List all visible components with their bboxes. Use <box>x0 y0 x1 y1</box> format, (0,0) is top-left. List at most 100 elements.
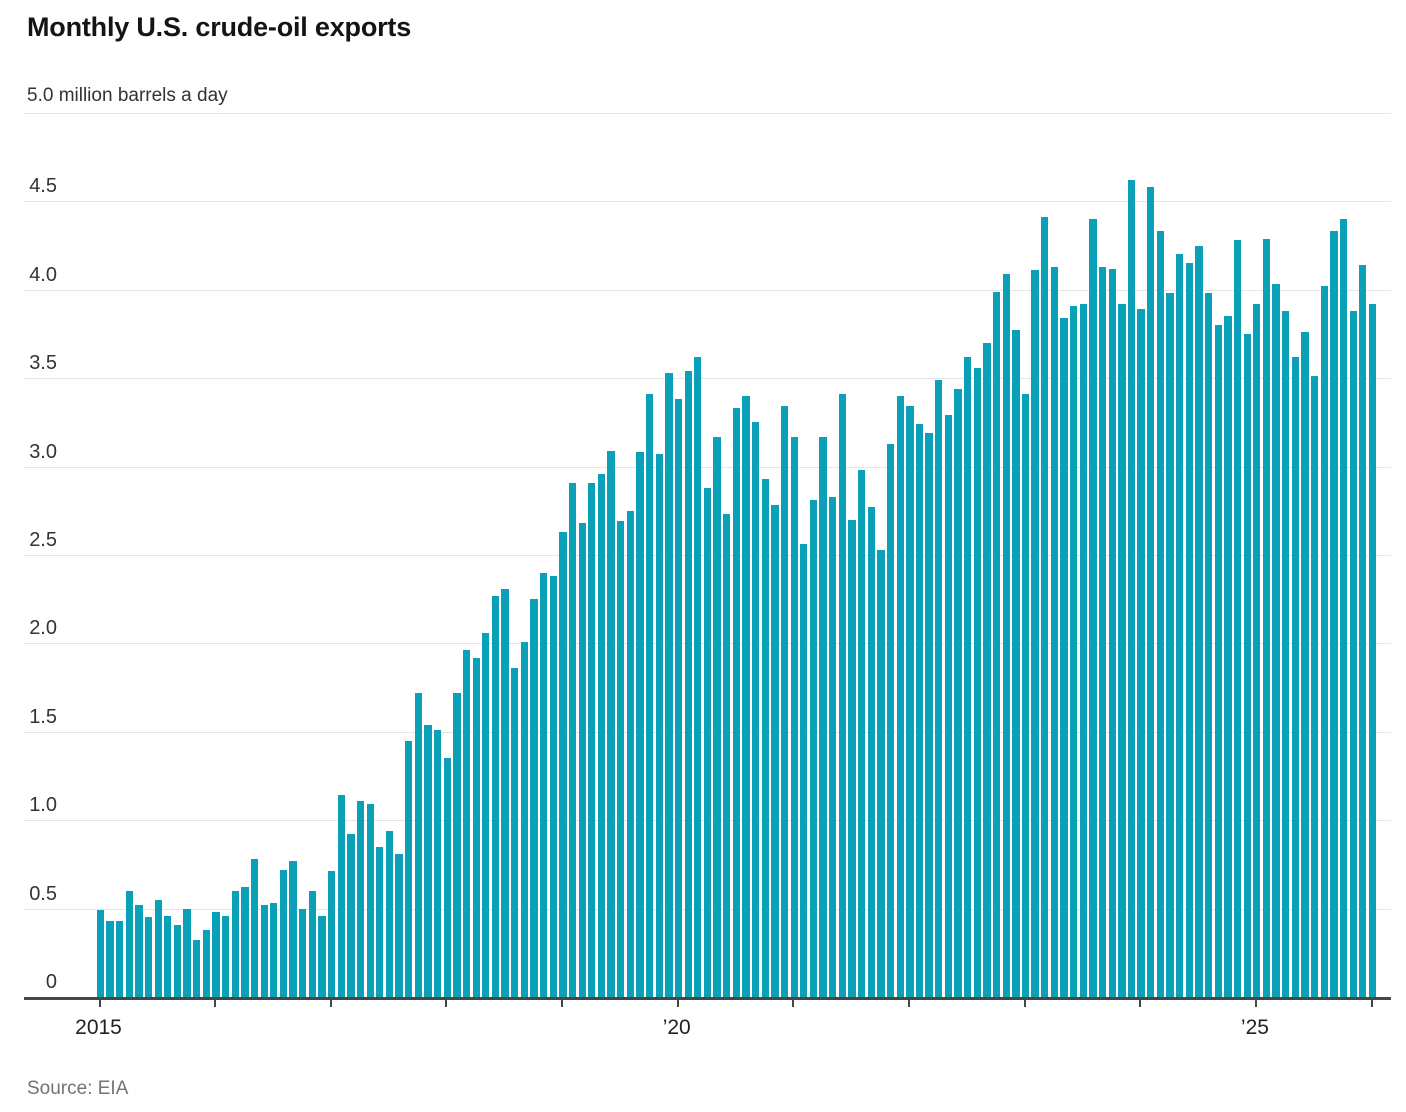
y-axis-tick-label-1.0: 1.0 <box>29 794 57 817</box>
y-axis-tick-label-3.5: 3.5 <box>29 352 57 375</box>
gridline-4.0 <box>24 289 1391 291</box>
bar-2018-09 <box>520 641 529 997</box>
bar-2021-12 <box>896 395 904 997</box>
x-axis-label-2015: 2015 <box>75 1016 122 1039</box>
y-axis-tick-label-2.0: 2.0 <box>29 617 57 640</box>
bar-2025-10 <box>1339 219 1348 997</box>
bar-2020-08 <box>742 395 750 997</box>
bar-2016-01 <box>212 912 220 997</box>
x-axis-tick-year-5 <box>676 998 679 1007</box>
x-axis-tick-year-1 <box>214 998 217 1007</box>
bar-2020-04 <box>703 487 712 997</box>
bar-2022-12 <box>1012 330 1020 997</box>
bar-2023-08 <box>1089 219 1097 997</box>
bar-2022-04 <box>935 379 943 997</box>
bar-2018-07 <box>501 588 509 997</box>
bar-2023-02 <box>1031 270 1039 997</box>
bar-2016-04 <box>241 887 249 997</box>
bar-2022-07 <box>964 356 972 997</box>
bar-2019-07 <box>617 521 625 997</box>
bar-2024-05 <box>1176 254 1184 997</box>
page-title: Monthly U.S. crude-oil exports <box>27 12 412 42</box>
bar-2015-06 <box>144 917 153 997</box>
bar-2024-03 <box>1156 231 1165 997</box>
bar-2018-10 <box>530 599 538 997</box>
bar-2024-10 <box>1224 316 1232 997</box>
bar-2020-11 <box>771 505 779 997</box>
bar-2018-02 <box>453 692 461 997</box>
bar-2017-05 <box>366 804 374 997</box>
bar-2021-08 <box>858 470 866 997</box>
x-axis-line <box>24 997 1391 1000</box>
bar-2020-10 <box>761 478 769 997</box>
bar-2026-01 <box>1368 303 1377 997</box>
bar-2025-06 <box>1301 332 1309 997</box>
bar-2017-09 <box>405 740 413 997</box>
bar-2024-12 <box>1243 334 1251 997</box>
bar-2018-03 <box>462 650 471 997</box>
bar-2016-09 <box>289 860 297 997</box>
bar-2019-08 <box>626 510 635 997</box>
bar-2023-01 <box>1021 394 1030 997</box>
bar-2025-07 <box>1310 376 1319 997</box>
source-note: Source: EIA <box>27 1078 129 1099</box>
bar-2021-04 <box>819 436 827 997</box>
bar-2018-04 <box>472 657 480 997</box>
y-axis-unit-label: 5.0 million barrels a day <box>27 85 228 106</box>
bar-2024-02 <box>1147 187 1155 997</box>
bar-2022-02 <box>915 424 924 997</box>
bar-2022-11 <box>1002 273 1010 997</box>
bar-2025-12 <box>1359 265 1367 997</box>
bar-2025-03 <box>1272 284 1280 997</box>
x-axis-tick-year-8 <box>1023 998 1026 1007</box>
bar-2023-06 <box>1070 305 1078 997</box>
bar-2021-09 <box>867 507 875 997</box>
bar-2021-03 <box>809 500 818 997</box>
bar-2025-09 <box>1330 231 1338 997</box>
bar-2021-07 <box>848 519 856 997</box>
bar-2018-05 <box>482 632 490 997</box>
bar-2015-02 <box>106 920 114 997</box>
bar-2020-09 <box>752 422 760 997</box>
bar-2015-09 <box>173 924 182 997</box>
bar-2025-01 <box>1253 303 1261 997</box>
bar-2019-12 <box>665 372 673 997</box>
bar-2023-09 <box>1098 266 1107 997</box>
bar-2020-05 <box>713 436 721 997</box>
bar-2019-01 <box>559 532 567 997</box>
bar-2015-05 <box>135 905 143 997</box>
x-axis-tick-year-4 <box>561 998 564 1007</box>
bar-2024-06 <box>1185 263 1193 997</box>
bar-2023-11 <box>1118 303 1126 997</box>
bar-2016-10 <box>299 908 307 997</box>
x-axis-tick-year-3 <box>445 998 448 1007</box>
bar-2023-05 <box>1060 318 1068 997</box>
bar-2019-09 <box>636 452 644 997</box>
bar-2021-01 <box>790 436 798 997</box>
x-axis-tick-year-9 <box>1139 998 1142 1007</box>
bar-2024-01 <box>1137 309 1145 997</box>
bar-2024-11 <box>1233 240 1242 997</box>
y-axis-tick-label-0: 0 <box>45 971 57 993</box>
bar-2024-04 <box>1166 293 1174 997</box>
bar-2025-08 <box>1320 286 1328 997</box>
bar-2016-03 <box>231 890 239 997</box>
bar-2016-06 <box>260 905 268 997</box>
bar-2019-10 <box>646 394 654 997</box>
bar-2022-10 <box>992 291 1001 997</box>
x-axis-tick-year-11 <box>1370 998 1373 1007</box>
bar-2015-10 <box>183 908 191 997</box>
bar-2018-08 <box>511 668 519 997</box>
bar-2018-12 <box>549 576 557 997</box>
bar-2018-01 <box>443 758 451 997</box>
y-axis-tick-label-0.5: 0.5 <box>29 882 57 905</box>
bar-2023-03 <box>1041 217 1049 997</box>
bar-2025-11 <box>1349 311 1357 997</box>
bar-2022-08 <box>973 367 981 997</box>
bar-2025-02 <box>1262 238 1271 997</box>
bar-2016-05 <box>250 859 259 997</box>
bar-2019-03 <box>578 523 586 997</box>
x-axis-tick-year-0 <box>98 998 101 1007</box>
bar-2017-11 <box>424 724 432 997</box>
bar-2020-07 <box>732 408 741 997</box>
